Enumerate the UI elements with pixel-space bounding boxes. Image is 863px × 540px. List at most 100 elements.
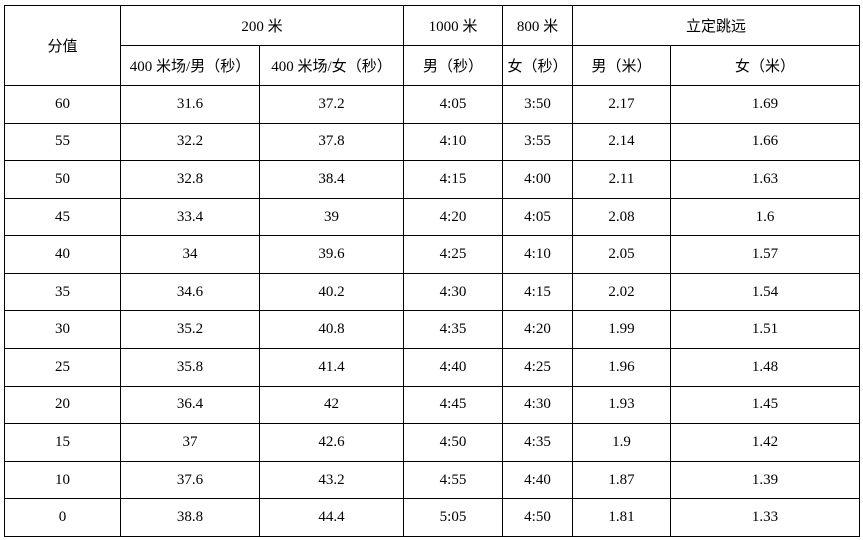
- cell-jump-male: 1.87: [572, 460, 672, 500]
- cell-jump-male: 1.99: [572, 310, 672, 350]
- header-group-200m: 200 米: [119, 5, 405, 46]
- cell-200m-male: 32.2: [120, 122, 260, 162]
- cell-200m-male: 31.6: [120, 85, 260, 124]
- cell-800m-female: 4:50: [502, 498, 574, 537]
- table-row: 50 32.8 38.4 4:15 4:00 2.11 1.63: [4, 160, 861, 199]
- cell-200m-male: 36.4: [120, 385, 260, 425]
- cell-200m-female: 37.2: [258, 85, 405, 124]
- cell-800m-female: 4:30: [502, 385, 574, 425]
- cell-800m-female: 4:35: [502, 423, 574, 462]
- cell-score: 20: [4, 385, 121, 425]
- cell-200m-male: 35.2: [120, 310, 260, 350]
- subheader-800m-female: 女（秒）: [502, 45, 574, 86]
- cell-800m-female: 4:00: [502, 160, 574, 199]
- cell-1000m-male: 4:20: [403, 197, 504, 237]
- cell-200m-male: 32.8: [120, 160, 260, 199]
- cell-jump-male: 2.05: [572, 235, 672, 274]
- cell-jump-male: 1.93: [572, 385, 672, 425]
- cell-800m-female: 4:25: [502, 348, 574, 387]
- table-row: 60 31.6 37.2 4:05 3:50 2.17 1.69: [4, 85, 861, 124]
- cell-200m-male: 38.8: [120, 498, 260, 537]
- table-row: 35 34.6 40.2 4:30 4:15 2.02 1.54: [4, 272, 861, 312]
- cell-200m-male: 35.8: [120, 348, 260, 387]
- cell-200m-female: 39: [258, 197, 405, 237]
- cell-jump-male: 2.14: [572, 122, 672, 162]
- cell-score: 55: [4, 122, 121, 162]
- cell-score: 40: [4, 235, 121, 274]
- cell-jump-female: 1.33: [670, 498, 861, 537]
- cell-800m-female: 4:20: [502, 310, 574, 350]
- cell-800m-female: 4:40: [502, 460, 574, 500]
- cell-1000m-male: 4:50: [403, 423, 504, 462]
- cell-200m-male: 33.4: [120, 197, 260, 237]
- cell-jump-male: 2.02: [572, 272, 672, 312]
- cell-1000m-male: 4:30: [403, 272, 504, 312]
- cell-1000m-male: 4:15: [403, 160, 504, 199]
- cell-jump-male: 2.11: [572, 160, 672, 199]
- table-row: 45 33.4 39 4:20 4:05 2.08 1.6: [4, 197, 861, 237]
- header-group-800m: 800 米: [502, 5, 574, 46]
- cell-200m-male: 37: [120, 423, 260, 462]
- cell-200m-male: 34.6: [120, 272, 260, 312]
- subheader-jump-male: 男（米）: [572, 45, 672, 86]
- header-group-1000m: 1000 米: [403, 5, 504, 46]
- cell-200m-male: 37.6: [120, 460, 260, 500]
- cell-score: 45: [4, 197, 121, 237]
- cell-1000m-male: 4:45: [403, 385, 504, 425]
- cell-200m-female: 40.8: [258, 310, 405, 350]
- cell-200m-female: 43.2: [258, 460, 405, 500]
- cell-jump-female: 1.69: [670, 85, 861, 124]
- cell-200m-female: 42.6: [258, 423, 405, 462]
- cell-1000m-male: 5:05: [403, 498, 504, 537]
- subheader-200m-male: 400 米场/男（秒）: [120, 45, 260, 86]
- cell-800m-female: 4:15: [502, 272, 574, 312]
- table-row: 30 35.2 40.8 4:35 4:20 1.99 1.51: [4, 310, 861, 350]
- cell-jump-male: 2.08: [572, 197, 672, 237]
- header-score: 分值: [4, 5, 121, 86]
- cell-score: 25: [4, 348, 121, 387]
- cell-jump-female: 1.39: [670, 460, 861, 500]
- table-row: 20 36.4 42 4:45 4:30 1.93 1.45: [4, 385, 861, 425]
- table-row: 10 37.6 43.2 4:55 4:40 1.87 1.39: [4, 460, 861, 500]
- cell-200m-female: 40.2: [258, 272, 405, 312]
- cell-jump-male: 2.17: [572, 85, 672, 124]
- cell-200m-male: 34: [120, 235, 260, 274]
- cell-score: 35: [4, 272, 121, 312]
- cell-score: 30: [4, 310, 121, 350]
- cell-jump-female: 1.42: [670, 423, 861, 462]
- cell-jump-female: 1.45: [670, 385, 861, 425]
- cell-jump-male: 1.9: [572, 423, 672, 462]
- cell-200m-female: 44.4: [258, 498, 405, 537]
- cell-jump-female: 1.48: [670, 348, 861, 387]
- cell-score: 0: [4, 498, 121, 537]
- header-group-standing-jump: 立定跳远: [572, 5, 861, 46]
- cell-200m-female: 41.4: [258, 348, 405, 387]
- cell-1000m-male: 4:25: [403, 235, 504, 274]
- cell-200m-female: 37.8: [258, 122, 405, 162]
- cell-jump-male: 1.81: [572, 498, 672, 537]
- cell-200m-female: 39.6: [258, 235, 405, 274]
- cell-800m-female: 4:05: [502, 197, 574, 237]
- table-row: 0 38.8 44.4 5:05 4:50 1.81 1.33: [4, 498, 861, 537]
- cell-1000m-male: 4:35: [403, 310, 504, 350]
- cell-jump-female: 1.51: [670, 310, 861, 350]
- cell-score: 50: [4, 160, 121, 199]
- cell-800m-female: 3:50: [502, 85, 574, 124]
- cell-jump-male: 1.96: [572, 348, 672, 387]
- cell-1000m-male: 4:05: [403, 85, 504, 124]
- cell-score: 10: [4, 460, 121, 500]
- cell-1000m-male: 4:40: [403, 348, 504, 387]
- subheader-jump-female: 女（米）: [670, 45, 861, 86]
- cell-jump-female: 1.63: [670, 160, 861, 199]
- cell-200m-female: 38.4: [258, 160, 405, 199]
- cell-jump-female: 1.6: [670, 197, 861, 237]
- cell-200m-female: 42: [258, 385, 405, 425]
- cell-jump-female: 1.66: [670, 122, 861, 162]
- score-table: 分值 200 米 1000 米 800 米 立定跳远 400 米场/男（秒） 4…: [4, 5, 861, 537]
- table-row: 25 35.8 41.4 4:40 4:25 1.96 1.48: [4, 348, 861, 387]
- table-row: 40 34 39.6 4:25 4:10 2.05 1.57: [4, 235, 861, 274]
- cell-1000m-male: 4:10: [403, 122, 504, 162]
- cell-jump-female: 1.54: [670, 272, 861, 312]
- cell-score: 60: [4, 85, 121, 124]
